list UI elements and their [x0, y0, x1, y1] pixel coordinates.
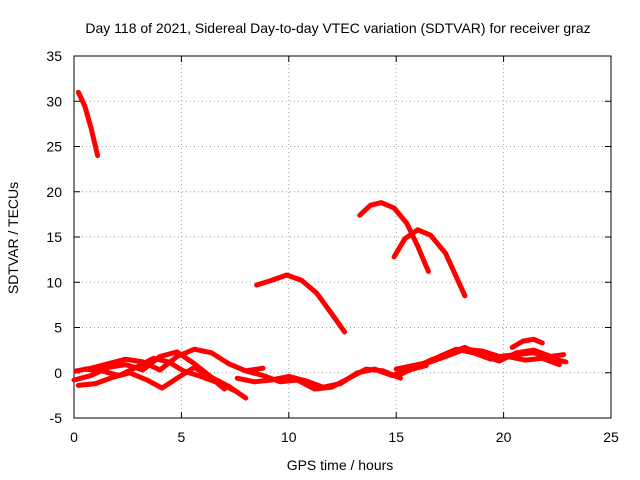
series-line-arc-a — [75, 89, 101, 159]
series-line-arc-g — [75, 364, 227, 392]
y-tick-label: 25 — [46, 139, 62, 155]
series-line-arc-n — [509, 336, 545, 350]
chart-title: Day 118 of 2021, Sidereal Day-to-day VTE… — [85, 20, 590, 36]
y-tick-label: 0 — [54, 365, 62, 381]
x-tick-label: 20 — [496, 429, 512, 445]
axis-ticks: 0 5 10 15 20 25 -5 0 5 10 15 20 25 30 35 — [46, 48, 619, 445]
x-tick-label: 5 — [178, 429, 186, 445]
series-line-arc-j — [243, 366, 403, 392]
y-tick-label: 5 — [54, 320, 62, 336]
x-tick-label: 10 — [281, 429, 297, 445]
y-tick-label: 10 — [46, 274, 62, 290]
x-axis-label: GPS time / hours — [287, 457, 394, 473]
y-tick-label: 30 — [46, 93, 62, 109]
series-line-arc-m — [436, 346, 562, 368]
y-axis-label: SDTVAR / TECUs — [5, 182, 21, 294]
x-tick-label: 15 — [388, 429, 404, 445]
y-tick-label: 20 — [46, 184, 62, 200]
x-tick-label: 25 — [603, 429, 619, 445]
series-line-arc-b — [254, 272, 348, 335]
series-line-arc-c — [357, 200, 431, 274]
x-tick-label: 0 — [70, 429, 78, 445]
y-tick-label: 15 — [46, 229, 62, 245]
data-series — [71, 89, 569, 401]
y-tick-label: -5 — [50, 410, 63, 426]
series-line-arc-d — [391, 227, 468, 299]
y-tick-label: 35 — [46, 48, 62, 64]
series-line-arc-h — [82, 355, 238, 394]
